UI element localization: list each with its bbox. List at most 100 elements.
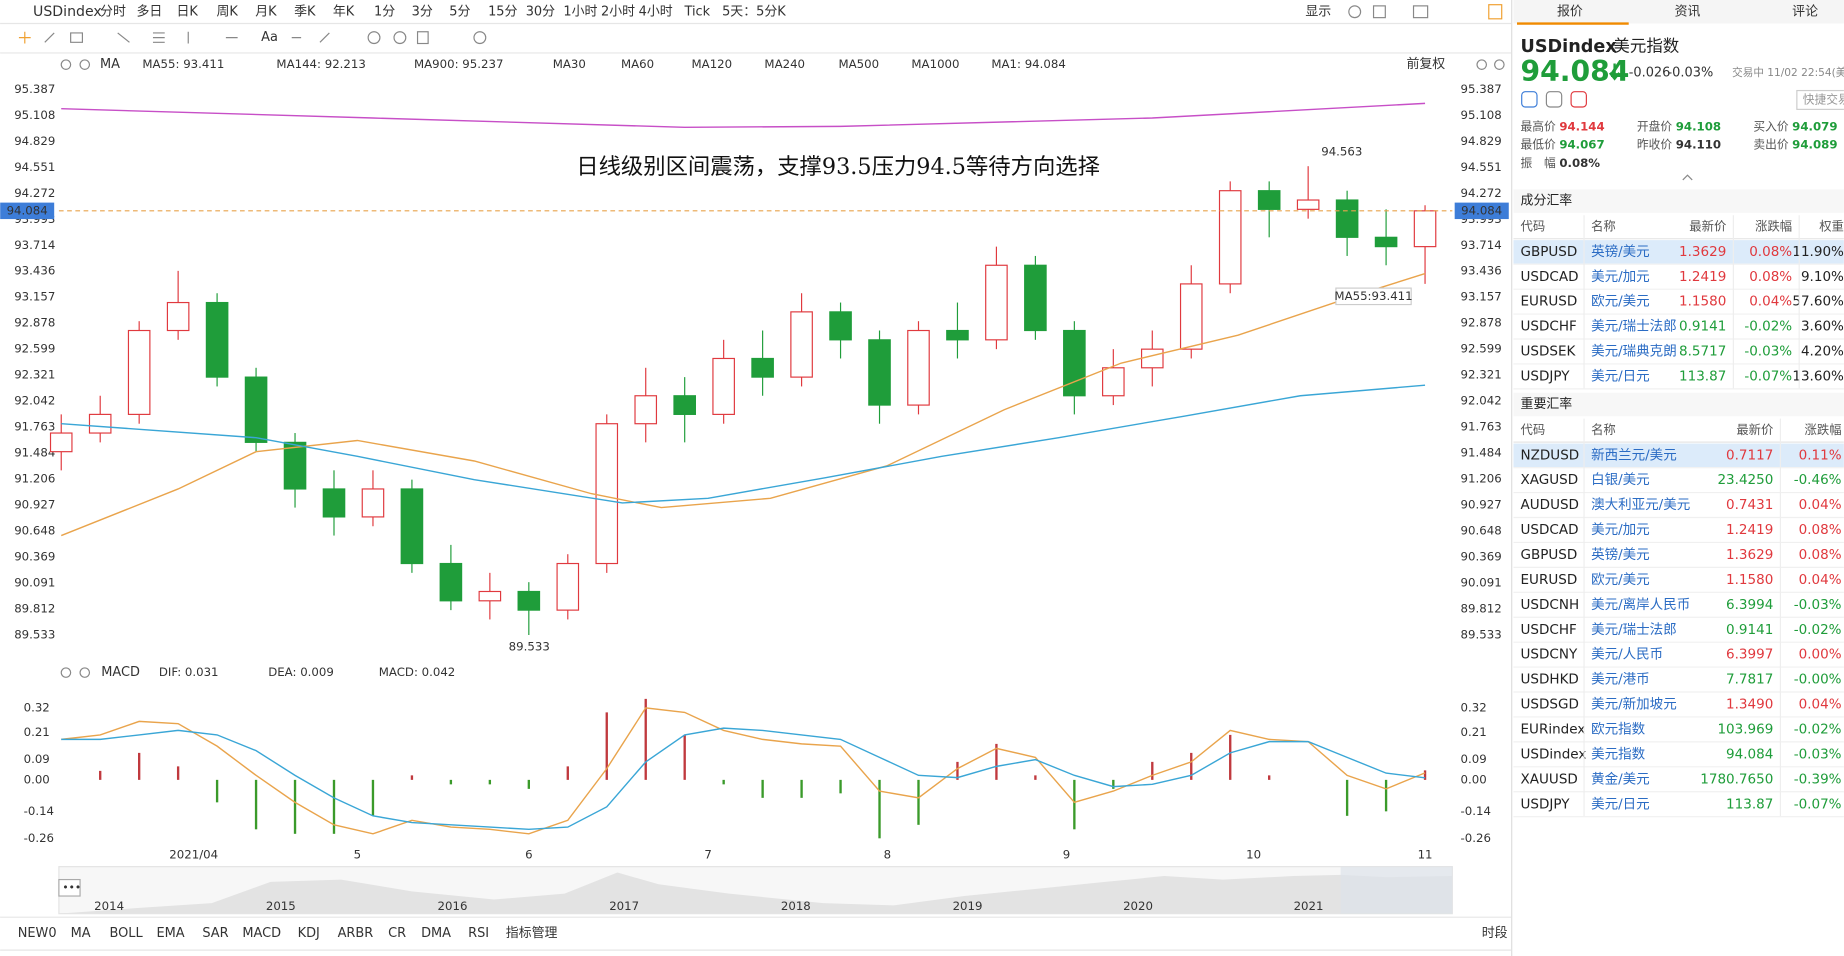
row-name[interactable]: 欧元/美元 <box>1591 572 1650 588</box>
period-tab[interactable]: 周K <box>216 4 238 19</box>
session-button[interactable]: 时段 <box>1482 926 1508 941</box>
tool-icon[interactable] <box>393 31 407 45</box>
quote-icon[interactable] <box>1545 91 1563 108</box>
symbol[interactable]: USDindex <box>33 4 102 20</box>
indicator-tab[interactable]: RSI <box>468 926 489 941</box>
legend-entry-inactive[interactable]: MA120 <box>692 57 733 71</box>
row-name[interactable]: 美元/人民币 <box>1591 647 1663 663</box>
legend-entry[interactable]: DEA: 0.009 <box>268 665 334 679</box>
row-code[interactable]: USDCHF <box>1521 622 1577 638</box>
row-name[interactable]: 美元/新加坡元 <box>1591 697 1677 713</box>
legend-entry[interactable]: MA144: 92.213 <box>276 57 365 71</box>
macd-label[interactable]: MACD <box>101 665 140 680</box>
column-header[interactable]: 代码 <box>1521 219 1546 233</box>
row-name[interactable]: 美元/日元 <box>1591 369 1650 385</box>
panel-tab[interactable]: 报价 <box>1557 4 1583 19</box>
row-name[interactable]: 美元/瑞典克朗 <box>1591 344 1677 360</box>
period-tab[interactable]: 3分 <box>412 4 433 19</box>
ma-label[interactable]: MA <box>100 57 120 72</box>
indicator-tab[interactable]: SAR <box>202 926 228 941</box>
legend-entry[interactable]: DIF: 0.031 <box>159 665 219 679</box>
quick-trade-label[interactable]: 快捷交易 <box>1803 92 1844 106</box>
quote-icon[interactable] <box>1521 91 1538 108</box>
collapse-caret[interactable] <box>1682 174 1693 181</box>
period-tab[interactable]: 月K <box>255 4 277 19</box>
period-tab[interactable]: 1分 <box>374 4 395 19</box>
row-code[interactable]: EURindex <box>1521 722 1586 738</box>
crosshair-icon[interactable] <box>18 31 31 44</box>
indicator-tab[interactable]: CR <box>388 926 406 941</box>
row-code[interactable]: XAGUSD <box>1521 472 1579 488</box>
column-header[interactable]: 代码 <box>1521 423 1546 437</box>
checkbox-icon[interactable] <box>1372 5 1386 19</box>
row-name[interactable]: 欧元指数 <box>1591 722 1646 738</box>
row-code[interactable]: USDHKD <box>1521 672 1579 688</box>
row-code[interactable]: XAUUSD <box>1521 771 1578 787</box>
row-name[interactable]: 澳大利亚元/美元 <box>1591 497 1690 513</box>
row-code[interactable]: USDJPY <box>1521 369 1571 385</box>
legend-entry[interactable]: MA1: 94.084 <box>991 57 1065 71</box>
indicator-tab[interactable]: NEW0 <box>18 926 57 941</box>
period-tab[interactable]: 30分 <box>526 4 555 19</box>
column-header[interactable]: 名称 <box>1591 422 1616 437</box>
period-tab[interactable]: 日K <box>176 4 198 19</box>
indicator-settings[interactable] <box>60 59 72 70</box>
indicator-tab[interactable]: MA <box>71 926 91 941</box>
quote-icon[interactable] <box>1570 91 1587 108</box>
row-name[interactable]: 美元指数 <box>1591 746 1646 762</box>
period-tab[interactable]: 季K <box>294 4 316 19</box>
period-tab[interactable]: 年K <box>333 4 355 19</box>
column-header[interactable]: 最新价 <box>1689 218 1726 233</box>
quick-trade-button[interactable] <box>1796 89 1844 110</box>
row-name[interactable]: 美元/瑞士法郎 <box>1591 319 1677 335</box>
row-name[interactable]: 英镑/美元 <box>1591 546 1650 563</box>
row-code[interactable]: USDSEK <box>1521 344 1577 360</box>
panel-tab[interactable]: 资讯 <box>1675 4 1701 19</box>
indicator-close[interactable] <box>79 59 91 70</box>
legend-entry-inactive[interactable]: MA30 <box>553 57 586 71</box>
adjust-menu[interactable]: 前复权 <box>1406 56 1445 72</box>
row-name[interactable]: 美元/离岸人民币 <box>1591 596 1690 613</box>
row-code[interactable]: NZDUSD <box>1521 447 1580 463</box>
row-code[interactable]: USDCNH <box>1521 597 1580 613</box>
period-tab[interactable]: 15分 <box>488 4 517 19</box>
period-tab[interactable]: 5分 <box>449 4 470 19</box>
font-tool[interactable]: Aa <box>261 30 278 45</box>
legend-entry-inactive[interactable]: MA1000 <box>911 57 959 71</box>
navigator-window[interactable] <box>1340 866 1453 914</box>
period-tab[interactable]: 5天：5分K <box>722 4 786 19</box>
indicator-tab[interactable]: 指标管理 <box>506 926 558 941</box>
row-name[interactable]: 美元/加元 <box>1591 269 1650 285</box>
column-header[interactable]: 名称 <box>1591 218 1616 233</box>
camera-icon[interactable] <box>1412 5 1429 19</box>
row-name[interactable]: 欧元/美元 <box>1591 294 1650 310</box>
row-code[interactable]: EURUSD <box>1521 294 1578 310</box>
panel-tab[interactable]: 评论 <box>1792 4 1818 19</box>
row-code[interactable]: USDCHF <box>1521 319 1577 335</box>
indicator-settings[interactable] <box>60 667 72 678</box>
row-name[interactable]: 美元/加元 <box>1591 522 1650 538</box>
indicator-tab[interactable]: KDJ <box>298 926 320 941</box>
column-header[interactable]: 最新价 <box>1736 422 1773 437</box>
indicator-tab[interactable]: EMA <box>156 926 184 941</box>
row-code[interactable]: GBPUSD <box>1521 244 1578 260</box>
delete-icon[interactable] <box>416 31 429 45</box>
row-code[interactable]: USDindex <box>1521 746 1587 762</box>
period-tab[interactable]: Tick <box>683 4 710 19</box>
column-header[interactable]: 涨跌幅 <box>1755 218 1792 233</box>
tool-icon[interactable] <box>473 31 487 45</box>
settings-icon[interactable] <box>1348 5 1362 19</box>
row-name[interactable]: 新西兰元/美元 <box>1591 447 1677 463</box>
legend-entry-inactive[interactable]: MA240 <box>764 57 805 71</box>
drawing-tools[interactable] <box>44 31 330 44</box>
row-code[interactable]: GBPUSD <box>1521 547 1578 563</box>
column-header[interactable]: 涨跌幅 <box>1805 422 1842 437</box>
row-code[interactable]: USDSGD <box>1521 697 1579 713</box>
indicator-tab[interactable]: MACD <box>242 926 281 941</box>
navigator-button[interactable] <box>58 878 81 897</box>
zoom-out[interactable] <box>1476 59 1488 70</box>
tool-icon[interactable] <box>367 31 381 45</box>
display-menu[interactable]: 显示 <box>1305 4 1331 19</box>
panel-icon[interactable] <box>1488 4 1503 20</box>
column-header[interactable]: 权重 <box>1819 219 1844 233</box>
